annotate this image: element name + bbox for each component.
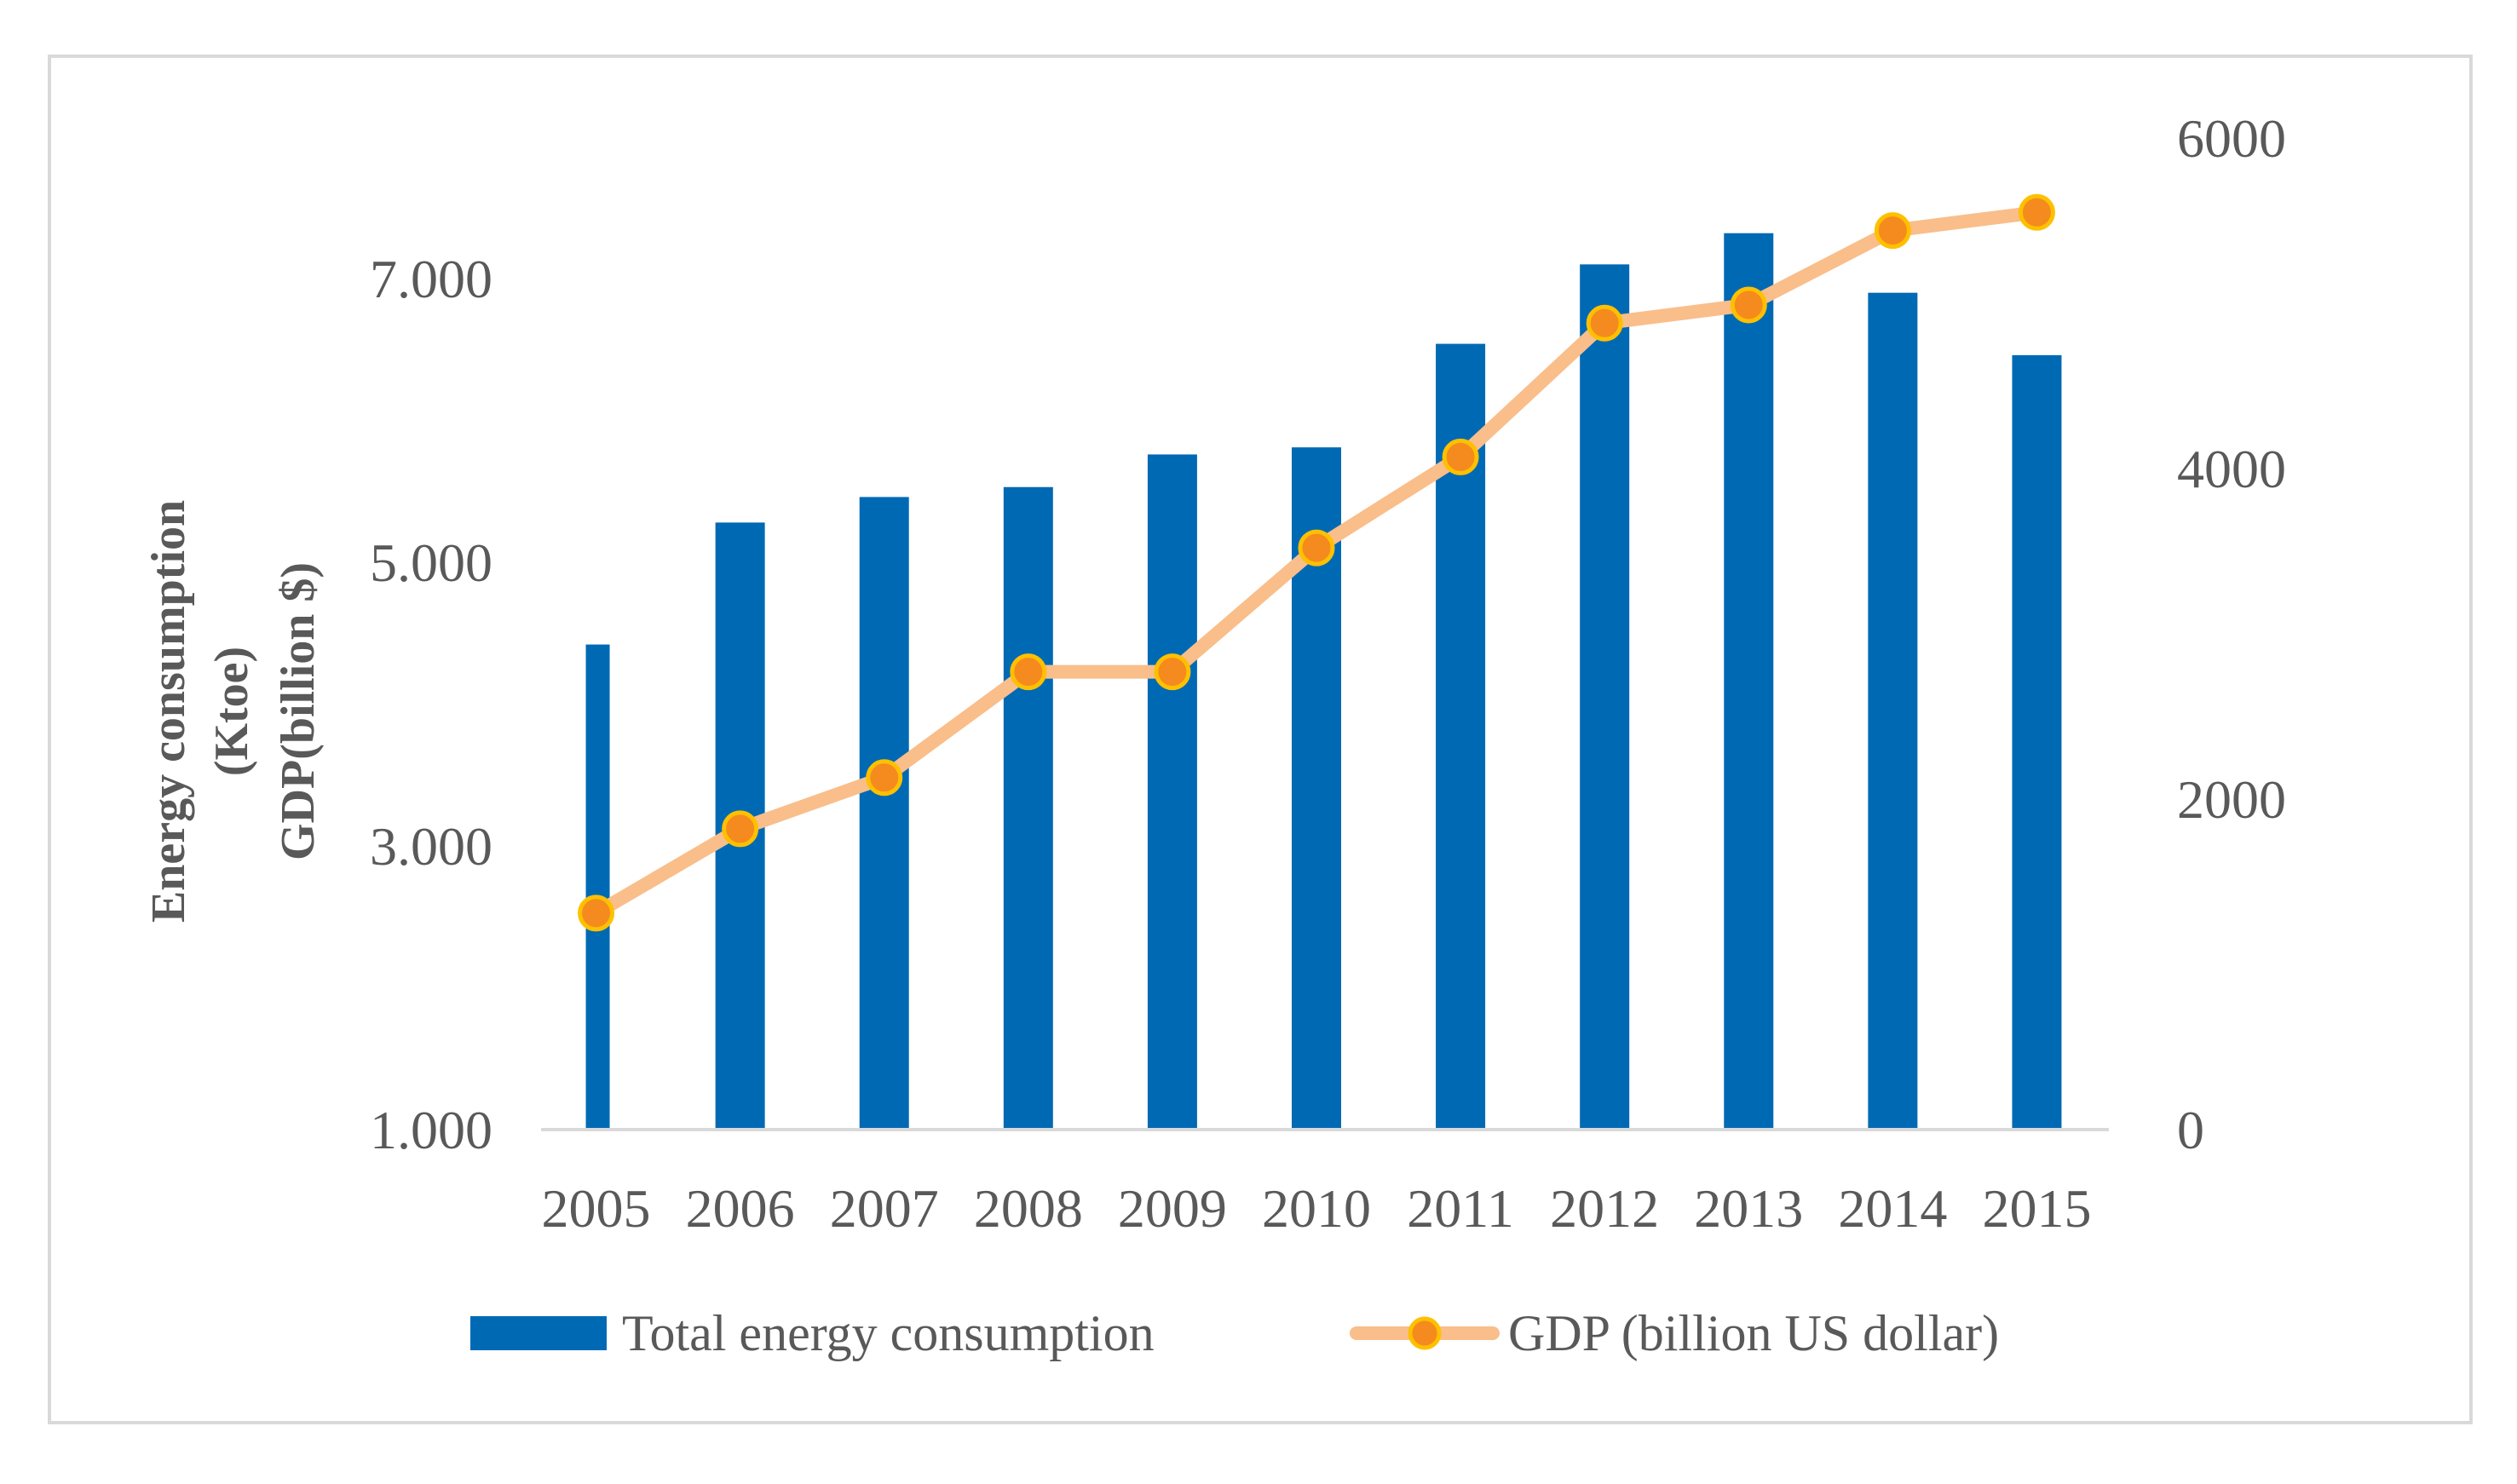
legend-swatch-energy: [470, 1316, 607, 1350]
gdp-point-2009: [1154, 653, 1191, 691]
energy-bar-2007: [859, 497, 909, 1130]
gdp-point-2014: [1874, 212, 1911, 250]
gdp-point-2006: [722, 810, 759, 848]
x-tick-label: 2015: [1982, 1178, 2091, 1239]
left-axis-ticks: 1.000 3.000 5.000 7.000: [370, 249, 492, 1160]
gdp-point-2010: [1298, 529, 1335, 567]
left-tick-label: 5.000: [370, 532, 492, 593]
left-tick-label: 1.000: [370, 1100, 492, 1160]
right-axis-ticks: 0 2000 4000 6000: [2177, 108, 2286, 1160]
gdp-point-2012: [1586, 304, 1623, 342]
right-tick-label: 2000: [2177, 769, 2286, 830]
right-tick-label: 4000: [2177, 439, 2286, 499]
energy-bar-2014: [1868, 292, 1918, 1130]
energy-bar-2013: [1724, 233, 1774, 1130]
energy-bar-2012: [1580, 264, 1630, 1130]
x-tick-label: 2007: [830, 1178, 939, 1239]
x-tick-label: 2011: [1407, 1178, 1514, 1239]
line-series-gdp: [578, 193, 2055, 932]
x-tick-label: 2013: [1694, 1178, 1803, 1239]
right-tick-label: 0: [2177, 1100, 2204, 1160]
x-tick-label: 2010: [1262, 1178, 1371, 1239]
left-tick-label: 3.000: [370, 816, 492, 877]
x-axis-ticks: 2005 2006 2007 2008 2009 2010 2011 2012 2013 2014…: [542, 1178, 2092, 1239]
x-tick-label: 2006: [686, 1178, 795, 1239]
legend: Total energy consumption GDP (billion US…: [470, 1305, 1999, 1361]
right-tick-label: 6000: [2177, 108, 2286, 169]
left-tick-label: 7.000: [370, 249, 492, 309]
energy-bar-2015: [2012, 354, 2062, 1130]
legend-label-energy: Total energy consumption: [622, 1305, 1155, 1361]
x-tick-label: 2014: [1838, 1178, 1947, 1239]
gdp-point-2015: [2018, 193, 2055, 231]
x-tick-label: 2005: [542, 1178, 651, 1239]
y-axis-label-line-1: Energy consumption: [142, 500, 195, 923]
y-axis-label-line-3: GDP(billion $): [272, 562, 325, 860]
chart-frame: [48, 55, 2473, 1424]
energy-bar-2009: [1147, 454, 1197, 1130]
legend-swatch-gdp-marker: [1408, 1316, 1442, 1350]
gdp-point-2013: [1730, 286, 1767, 324]
bar-series-energy: [585, 233, 2062, 1130]
gdp-point-2008: [1010, 653, 1047, 691]
gdp-point-2011: [1442, 438, 1479, 475]
gdp-point-2005: [578, 894, 615, 932]
x-tick-label: 2008: [974, 1178, 1083, 1239]
x-tick-label: 2012: [1550, 1178, 1659, 1239]
energy-bar-2008: [1003, 486, 1053, 1130]
legend-label-gdp: GDP (billion US dollar): [1508, 1305, 1999, 1361]
x-tick-label: 2009: [1118, 1178, 1227, 1239]
gdp-point-2007: [866, 759, 903, 797]
energy-bar-2005: [585, 644, 610, 1130]
y-axis-label-line-2: (Ktoe): [205, 647, 258, 776]
